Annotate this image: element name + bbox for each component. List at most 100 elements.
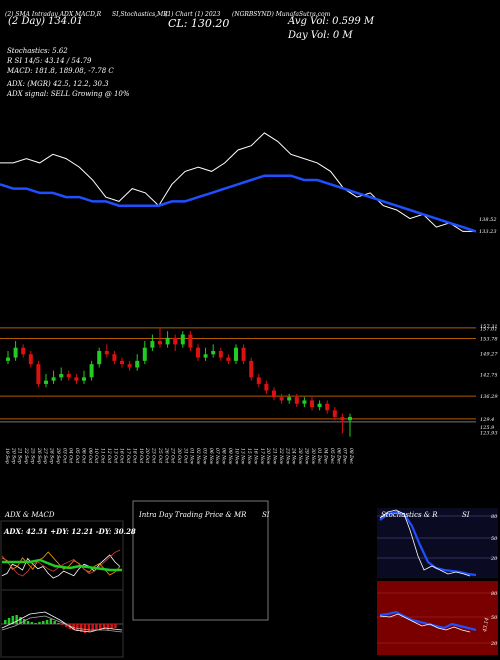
- date-tick-label: 10 Nov: [233, 448, 239, 465]
- macd-line: [1, 611, 123, 633]
- candle-body: [234, 347, 238, 361]
- date-tick-label: 15 Nov: [246, 448, 252, 465]
- macd-histogram-bar: [38, 622, 41, 624]
- date-tick-label: 16 Oct: [119, 448, 125, 463]
- candle-body: [332, 410, 337, 417]
- date-tick-label: 13 Oct: [112, 448, 118, 463]
- stochastics-lines: 80 50 20: [377, 509, 498, 577]
- stochastics-panel: [377, 508, 498, 578]
- intraday-panel-si: SI: [262, 511, 270, 519]
- candle-body: [21, 347, 26, 355]
- sma-line-chart: 138.52 133.23: [0, 132, 497, 235]
- date-tick-label: 26 Oct: [163, 447, 169, 463]
- date-tick-label: 24 Nov: [291, 447, 297, 465]
- candle-body: [142, 347, 147, 361]
- candle-body: [310, 400, 314, 408]
- adx-panel-readout: ADX: 42.51 +DY: 12.21 -DY: 30.28: [4, 527, 136, 536]
- candle-body: [82, 377, 86, 381]
- date-label: (2 Day): [8, 16, 45, 27]
- tick-label: 129.4: [480, 417, 494, 423]
- right-label: 133.23: [479, 229, 497, 235]
- candle-body: [180, 334, 185, 345]
- macd-histogram-bar: [34, 623, 37, 624]
- date-tick-label: 21 Sep: [17, 447, 23, 464]
- stochastics-panel-si: SI: [462, 511, 470, 519]
- date-tick-label: 04 Oct: [68, 448, 74, 463]
- date-tick-label: 20 Nov: [265, 447, 271, 465]
- tick-label: 157.31: [480, 324, 498, 330]
- intraday-panel: [132, 500, 269, 621]
- date-tick-label: 31 Oct: [182, 448, 188, 463]
- date-tick-label: 13 Nov: [240, 448, 246, 465]
- macd-histogram-bar: [91, 624, 94, 631]
- date-tick-label: 21 Nov: [272, 447, 278, 465]
- tick-label: 125.9: [480, 425, 495, 431]
- series-line-1: [0, 174, 477, 233]
- stoch-k-line: [379, 510, 477, 577]
- macd-histogram-bar: [45, 620, 49, 624]
- rsi-tick-label: 20: [490, 641, 498, 647]
- date-tick-label: 28 Sep: [49, 447, 55, 464]
- date-tick-label: 16 Nov: [252, 448, 258, 465]
- tick-label: 142.75: [480, 373, 498, 379]
- rsi-tick-label: 80: [491, 591, 498, 597]
- tick-label: 136.29: [480, 394, 498, 400]
- date-tick-label: 04 Dec: [323, 448, 329, 464]
- candle-body: [74, 377, 79, 381]
- macd-histogram-bar: [72, 624, 75, 630]
- date-tick-label: 25 Oct: [157, 447, 163, 463]
- stoch-tick-label: 80: [491, 514, 498, 520]
- candle-body: [104, 350, 109, 355]
- rsi-signal-line: [379, 613, 471, 633]
- macd-histogram-bar: [114, 624, 117, 628]
- rsi-value-label: 43.14: [482, 617, 491, 633]
- plus-di-line: [1, 554, 121, 579]
- date-tick-label: 22 Nov: [278, 447, 284, 465]
- macd-histogram-bar: [83, 624, 87, 633]
- date-tick-label: 19 Sep: [4, 448, 10, 464]
- macd-histogram-bar: [99, 624, 102, 629]
- stochastics-readout: Stochastics: 5.62: [7, 47, 68, 55]
- macd-histogram-bar: [49, 619, 53, 624]
- macd-histogram-bar: [95, 624, 98, 630]
- candle-body: [294, 397, 299, 404]
- tick-label: 149.27: [480, 351, 498, 357]
- date-tick-label: 17 Oct: [125, 448, 131, 463]
- date-tick-label: 01 Dec: [316, 448, 322, 464]
- candle-body: [97, 350, 102, 365]
- candle-body: [120, 360, 124, 365]
- series-line-0: [0, 132, 476, 232]
- close-price: CL: 130.20: [168, 17, 230, 30]
- date-tick-label: 06 Oct: [80, 448, 86, 463]
- avg-volume: Avg Vol: 0.599 M: [288, 16, 375, 27]
- candle-body: [317, 403, 322, 408]
- date-tick-label: 08 Dec: [348, 448, 354, 464]
- candle-body: [51, 377, 56, 381]
- candle-body: [340, 416, 345, 421]
- date-tick-label: 08 Nov: [221, 448, 227, 465]
- date-tick-label: 27 Oct: [170, 447, 176, 463]
- macd-histogram-bar: [30, 622, 34, 624]
- macd-histogram-bar: [76, 624, 79, 631]
- date-tick-label: 01 Nov: [189, 448, 195, 465]
- adx-lines: [1, 549, 122, 579]
- header-title-4: (NGRBSYND) MunafaSutra.com: [232, 11, 331, 18]
- tick-label: 157.01: [480, 327, 498, 333]
- candle-body: [112, 354, 117, 361]
- candle-body: [211, 350, 216, 355]
- date-tick-label: 11 Oct: [100, 448, 106, 463]
- adx-signal: ADX signal: SELL Growing @ 10%: [7, 90, 130, 98]
- intraday-panel-title: Intra Day Trading Price & MR: [139, 511, 247, 519]
- candle-body: [135, 360, 140, 368]
- adx-trend-line: [2, 558, 122, 572]
- candle-body: [241, 347, 246, 361]
- date-tick-label: 30 Nov: [310, 448, 316, 465]
- macd-signal-line: [1, 615, 123, 633]
- candle-body: [256, 377, 261, 384]
- price-label: 134.01: [48, 16, 83, 27]
- date-tick-label: 29 Sep: [55, 447, 61, 464]
- candle-body: [203, 354, 208, 358]
- date-tick-label: 20 Sep: [10, 447, 16, 464]
- candle-body: [196, 347, 200, 358]
